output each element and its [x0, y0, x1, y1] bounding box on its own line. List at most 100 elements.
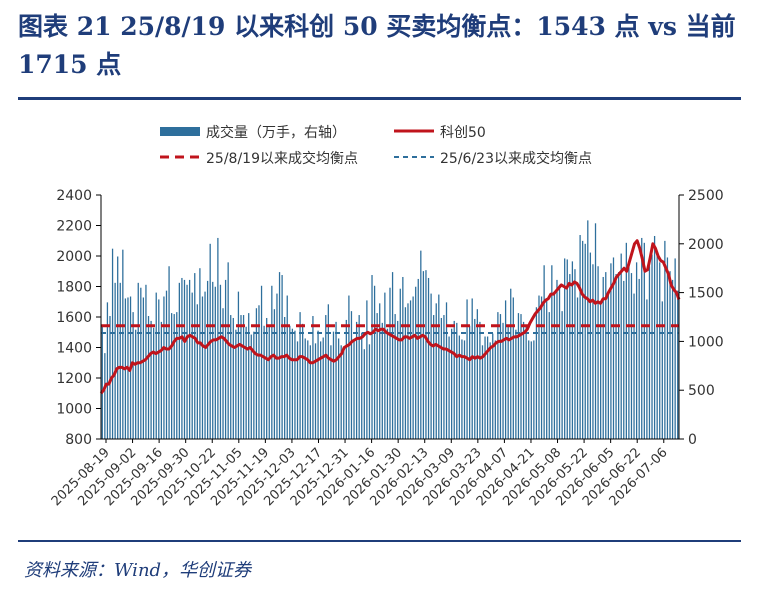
- right-tick-label: 2000: [688, 237, 724, 253]
- volume-bar: [337, 338, 340, 439]
- volume-bar: [540, 296, 543, 439]
- volume-bar: [260, 285, 263, 439]
- volume-bar: [350, 311, 353, 439]
- volume-bar: [407, 303, 409, 439]
- right-tick-label: 500: [688, 383, 715, 399]
- volume-bar: [486, 336, 489, 439]
- volume-bar: [553, 293, 556, 439]
- volume-bar: [474, 318, 476, 439]
- volume-bar: [466, 299, 468, 439]
- volume-bar: [122, 249, 124, 439]
- volume-bar: [188, 279, 191, 439]
- volume-bar: [520, 314, 522, 439]
- volume-bar: [325, 315, 327, 439]
- volume-bar: [153, 327, 155, 439]
- volume-bar: [456, 322, 458, 439]
- volume-bar: [533, 340, 535, 439]
- volume-bar: [155, 292, 157, 439]
- volume-bar: [235, 329, 237, 439]
- volume-bar: [104, 353, 106, 439]
- volume-bar: [628, 264, 630, 439]
- right-tick-label: 1000: [688, 334, 724, 350]
- left-tick-label: 1600: [56, 310, 92, 326]
- volume-bar: [538, 295, 540, 439]
- volume-bar: [404, 307, 407, 439]
- volume-bar: [117, 256, 119, 439]
- left-tick-label: 1200: [56, 371, 92, 387]
- volume-bar: [163, 296, 165, 439]
- volume-bar: [530, 341, 532, 439]
- volume-bar: [181, 277, 183, 439]
- volume-bar: [389, 287, 391, 439]
- volume-bar: [551, 265, 553, 439]
- volume-bar: [332, 331, 335, 439]
- volume-bar: [592, 264, 594, 439]
- volume-bar: [178, 282, 180, 439]
- volume-bar: [222, 308, 224, 439]
- volume-bar: [664, 240, 666, 439]
- volume-bar: [224, 279, 227, 439]
- volume-bar: [371, 275, 373, 439]
- volume-bar: [366, 300, 368, 439]
- legend-label-ref-blue: 25/6/23以来成交均衡点: [440, 150, 592, 167]
- volume-bar: [564, 258, 566, 439]
- volume-bar: [468, 325, 471, 439]
- volume-bar: [661, 301, 663, 439]
- volume-bar: [237, 291, 240, 439]
- volume-bar: [206, 280, 209, 439]
- volume-bar: [304, 338, 306, 439]
- volume-bar: [242, 315, 245, 439]
- volume-bar: [386, 328, 389, 439]
- volume-bar: [677, 290, 679, 439]
- right-tick-label: 0: [688, 432, 697, 448]
- volume-bar: [453, 320, 455, 439]
- volume-bar: [384, 292, 386, 439]
- volume-bar: [101, 326, 103, 439]
- volume-bar: [494, 340, 496, 439]
- volume-bar: [201, 296, 204, 439]
- volume-bar: [214, 286, 216, 439]
- volume-bar: [358, 315, 360, 439]
- volume-bar: [173, 314, 175, 439]
- volume-bar: [569, 274, 571, 439]
- volume-bar: [142, 297, 145, 439]
- volume-bar: [528, 340, 530, 439]
- volume-bar: [674, 258, 676, 439]
- volume-bar: [194, 273, 196, 439]
- volume-bar: [147, 316, 150, 439]
- volume-bar: [561, 311, 563, 439]
- volume-bar: [543, 265, 545, 439]
- axes: 800 1000 1200 1400 1600 1800 2000 2200 2400 0 500 1…: [49, 188, 724, 509]
- volume-bar: [204, 291, 206, 439]
- volume-bar: [602, 276, 604, 439]
- volume-bar: [286, 295, 288, 439]
- volume-bar: [515, 329, 517, 439]
- legend-label-index: 科创50: [440, 125, 486, 141]
- volume-bar: [420, 250, 422, 439]
- volume-bar: [158, 299, 160, 439]
- volume-bar: [258, 305, 260, 439]
- volume-bar: [646, 299, 648, 439]
- volume-bar: [186, 284, 188, 439]
- volume-bar: [263, 325, 265, 439]
- volume-bar: [165, 290, 168, 439]
- volume-bar: [145, 284, 147, 439]
- volume-bar: [471, 298, 473, 439]
- volume-bar: [610, 263, 612, 439]
- volume-bar: [669, 271, 671, 439]
- volume-bar: [150, 320, 152, 439]
- volume-bar: [355, 321, 358, 439]
- volume-bar: [479, 321, 481, 439]
- volume-bar: [119, 282, 121, 439]
- volume-bar: [219, 284, 222, 439]
- volume-bar: [227, 262, 229, 439]
- volume-bar: [651, 254, 653, 439]
- volume-bar: [291, 328, 294, 439]
- volume-bar: [327, 304, 329, 439]
- volume-bar: [307, 340, 309, 439]
- volume-bar: [425, 270, 427, 439]
- volume-bar: [635, 262, 638, 439]
- volume-bar: [245, 326, 247, 439]
- volume-bar: [296, 341, 299, 439]
- volume-bar: [435, 303, 437, 439]
